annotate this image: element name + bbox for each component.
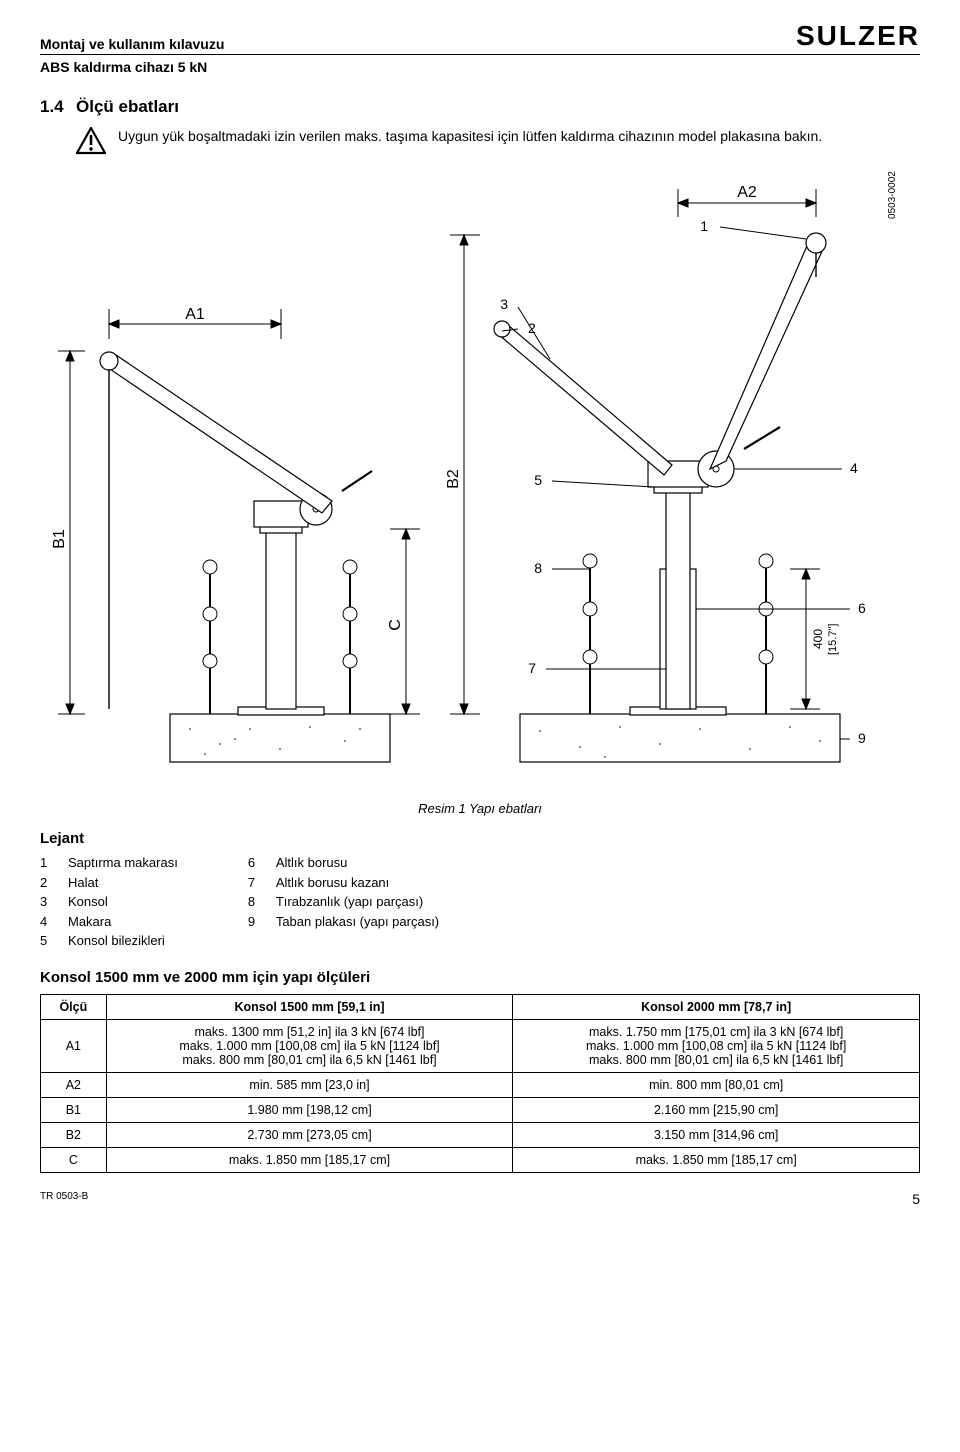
legend: 1Saptırma makarası 2Halat 3Konsol 4Makar… — [40, 853, 920, 951]
page-number: 5 — [912, 1191, 920, 1207]
doc-title: Montaj ve kullanım kılavuzu — [40, 36, 224, 52]
label-400: 400 — [811, 629, 825, 649]
dimension-figure: 0503-0002 — [50, 169, 910, 789]
table-row: Cmaks. 1.850 mm [185,17 cm]maks. 1.850 m… — [41, 1147, 920, 1172]
label-b1: B1 — [51, 529, 68, 549]
svg-text:9: 9 — [858, 730, 866, 746]
figure-caption: Resim 1 Yapı ebatları — [40, 801, 920, 816]
page-header: Montaj ve kullanım kılavuzu SULZER — [40, 20, 920, 55]
left-crane — [100, 352, 390, 762]
label-400in: [15.7"] — [827, 624, 839, 655]
svg-text:8: 8 — [534, 560, 542, 576]
right-crane — [494, 233, 840, 762]
table-row: A2min. 585 mm [23,0 in]min. 800 mm [80,0… — [41, 1072, 920, 1097]
svg-text:1: 1 — [700, 218, 708, 234]
drawing-code: 0503-0002 — [887, 171, 898, 219]
svg-text:5: 5 — [534, 472, 542, 488]
section-number: 1.4 — [40, 97, 76, 117]
svg-text:2: 2 — [528, 320, 536, 336]
label-a1: A1 — [185, 306, 205, 323]
table-row: B11.980 mm [198,12 cm]2.160 mm [215,90 c… — [41, 1097, 920, 1122]
warning-icon — [76, 127, 106, 155]
th-measure: Ölçü — [41, 994, 107, 1019]
label-b2: B2 — [445, 469, 462, 489]
doc-subtitle: ABS kaldırma cihazı 5 kN — [40, 59, 920, 75]
dimension-table: Ölçü Konsol 1500 mm [59,1 in] Konsol 200… — [40, 994, 920, 1173]
dim-table-title: Konsol 1500 mm ve 2000 mm için yapı ölçü… — [40, 969, 920, 986]
th-1500: Konsol 1500 mm [59,1 in] — [106, 994, 513, 1019]
warning-text: Uygun yük boşaltmadaki izin verilen maks… — [118, 127, 920, 146]
brand-logo: SULZER — [796, 20, 920, 52]
th-2000: Konsol 2000 mm [78,7 in] — [513, 994, 920, 1019]
table-row: B22.730 mm [273,05 cm]3.150 mm [314,96 c… — [41, 1122, 920, 1147]
label-a2: A2 — [737, 184, 757, 201]
label-c: C — [387, 619, 404, 631]
legend-title: Lejant — [40, 830, 920, 847]
warning-block: Uygun yük boşaltmadaki izin verilen maks… — [76, 127, 920, 155]
footer-code: TR 0503-B — [40, 1191, 88, 1207]
svg-text:6: 6 — [858, 600, 866, 616]
svg-text:4: 4 — [850, 460, 858, 476]
svg-text:7: 7 — [528, 660, 536, 676]
table-row: A1maks. 1300 mm [51,2 in] ila 3 kN [674 … — [41, 1019, 920, 1072]
section-title: Ölçü ebatları — [76, 97, 179, 117]
page-footer: TR 0503-B 5 — [40, 1191, 920, 1207]
svg-text:3: 3 — [500, 296, 508, 312]
